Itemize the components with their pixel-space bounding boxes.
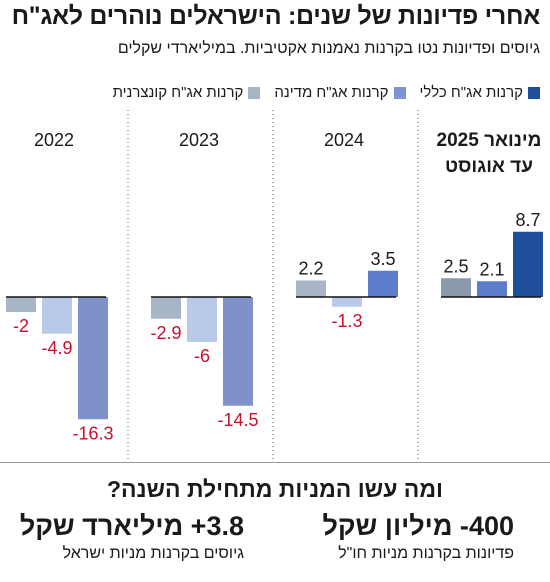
bar — [42, 297, 72, 334]
legend-item-general-bonds: קרנות אג"ח כללי — [420, 84, 540, 101]
bar — [332, 297, 362, 307]
legend-label: קרנות אג"ח קונצרנית — [112, 84, 244, 101]
bar — [441, 278, 471, 297]
bar — [223, 297, 253, 406]
data-label: 2.5 — [443, 256, 468, 276]
bar — [78, 297, 108, 420]
legend-item-corporate-bonds: קרנות אג"ח קונצרנית — [113, 84, 261, 101]
data-label: -16.3 — [72, 423, 113, 443]
category-label: 2023 — [179, 130, 219, 150]
data-label: 2.1 — [479, 259, 504, 279]
bar — [187, 297, 217, 342]
stat-israel-stocks-caption: גיוסים בקרנות מניות ישראל — [62, 545, 244, 562]
bar — [296, 280, 326, 297]
data-label: 2.2 — [298, 259, 323, 279]
stat-foreign-stocks: 400- מיליון שקל פדיונות בקרנות מניות חו"… — [322, 510, 514, 566]
bar — [6, 297, 36, 312]
legend: קרנות אג"ח כללי קרנות אג"ח מדינה קרנות א… — [113, 84, 540, 101]
bar — [513, 231, 543, 297]
data-label: 3.5 — [370, 249, 395, 269]
stocks-question-heading: ומה עשו המניות מתחילת השנה? — [107, 476, 443, 502]
legend-swatch-government — [393, 86, 406, 99]
bar — [477, 281, 507, 297]
category-label: עד אוגוסט — [445, 156, 533, 177]
category-label: מינואר 2025 — [437, 130, 542, 151]
data-label: 8.7 — [515, 210, 540, 230]
data-label: -2 — [13, 316, 29, 336]
stat-foreign-stocks-caption: פדיונות בקרנות מניות חו"ל — [338, 545, 514, 562]
legend-label: קרנות אג"ח כללי — [419, 84, 523, 101]
data-label: -4.9 — [41, 338, 72, 358]
legend-item-government-bonds: קרנות אג"ח מדינה — [274, 84, 406, 101]
stat-israel-stocks: 3.8+ מיליארד שקל גיוסים בקרנות מניות ישר… — [20, 510, 244, 566]
stat-israel-stocks-value: 3.8+ מיליארד שקל — [19, 511, 244, 541]
data-label: -14.5 — [217, 410, 258, 430]
category-label: 2024 — [324, 130, 364, 150]
legend-swatch-corporate — [248, 86, 261, 99]
legend-label: קרנות אג"ח מדינה — [274, 84, 389, 101]
chart-title: אחרי פדיונות של שנים: הישראלים נוהרים לא… — [11, 2, 541, 30]
data-label: -2.9 — [150, 323, 181, 343]
bar — [368, 270, 398, 297]
data-label: -6 — [194, 346, 210, 366]
bar — [151, 297, 181, 319]
stat-foreign-stocks-value: 400- מיליון שקל — [322, 511, 514, 541]
category-label: 2022 — [34, 130, 74, 150]
chart-subtitle: גיוסים ופדיונות נטו בקרנות נאמנות אקטיבי… — [117, 40, 540, 57]
data-label: -1.3 — [331, 311, 362, 331]
bar-chart: 2022 -2 -4.9 -16.3 2023 -2.9 -6 -14.5 2024 2.2 -1.… — [6, 110, 543, 460]
section-divider — [0, 462, 550, 463]
legend-swatch-general — [528, 86, 540, 99]
